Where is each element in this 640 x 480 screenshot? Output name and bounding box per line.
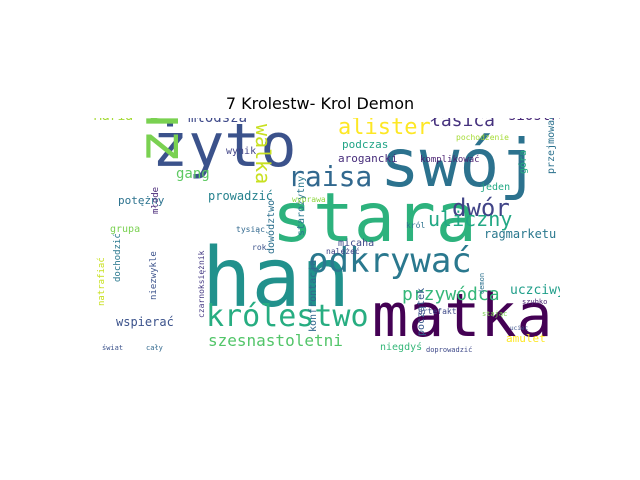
word-11: dwór	[452, 194, 510, 222]
word-4: matka	[372, 281, 553, 351]
word-42: pochodzenie	[456, 133, 509, 142]
word-60: stając	[482, 310, 507, 318]
word-35: dowództwo	[265, 200, 277, 254]
word-63: uciec	[510, 325, 528, 332]
word-41: komplikować	[420, 154, 480, 165]
word-55: należeć	[326, 246, 360, 256]
word-17: szesnastoletni	[208, 331, 343, 350]
word-18: gang	[176, 166, 210, 182]
word-31: konfrontacja	[308, 260, 319, 332]
word-1: swój	[380, 125, 539, 202]
word-53: cały	[146, 344, 163, 352]
word-23: uczciwy	[510, 283, 560, 298]
word-50: artefakt	[418, 307, 457, 316]
word-28: wspierać	[116, 315, 174, 329]
word-15: siostra	[508, 118, 560, 124]
word-22: ragmarketu	[484, 227, 556, 241]
word-20: Maria	[94, 118, 133, 124]
word-29: grupa	[110, 224, 140, 235]
word-34: niegdyś	[380, 341, 422, 353]
word-38: jeden	[480, 182, 510, 193]
word-61: doprowadzić	[426, 346, 472, 354]
word-46: dochodzić	[112, 233, 123, 282]
word-47: natrafiać	[96, 257, 107, 306]
word-56: rok	[252, 243, 267, 252]
word-25: arogancki	[338, 152, 398, 165]
word-8: królestwo	[206, 299, 369, 334]
word-54: król	[406, 220, 425, 230]
word-cloud-canvas: żytoswójstarahanmatkabayaraznaćodkrywaćk…	[94, 118, 560, 354]
word-52: świat	[102, 344, 123, 352]
word-26: podczas	[342, 138, 388, 151]
word-39: przejmować	[545, 118, 557, 174]
word-6: znać	[124, 118, 192, 164]
word-40: góra	[517, 150, 529, 174]
word-cloud: żytoswójstarahanmatkabayaraznaćodkrywaćk…	[80, 118, 560, 358]
word-45: niezwykle	[149, 251, 159, 300]
word-2: stara	[272, 179, 477, 258]
word-16: przywódca	[402, 284, 500, 305]
word-7: odkrywać	[308, 241, 472, 281]
word-48: młode	[151, 187, 161, 214]
word-36: starożytny	[296, 176, 307, 236]
chart-title: 7 Krolestw- Krol Demon	[225, 94, 415, 113]
word-33: amulet	[506, 332, 546, 345]
word-14: łasica	[430, 118, 495, 131]
word-13: uliczny	[428, 207, 512, 231]
word-19: młodsza	[188, 118, 247, 126]
word-59: demon	[478, 273, 486, 294]
word-49: wyprawa	[292, 195, 326, 204]
word-51: czarnoksiężnik	[197, 250, 206, 318]
word-12: alister	[338, 118, 431, 140]
word-44: tysiąc	[236, 225, 265, 234]
word-0: żyto	[152, 118, 297, 181]
word-30: wynik	[226, 146, 256, 157]
word-37: micaha	[338, 238, 374, 249]
word-57: szybko	[522, 298, 547, 306]
word-21: prowadzić	[208, 189, 273, 203]
word-32: początek	[416, 288, 427, 336]
word-9: walka	[251, 124, 275, 184]
word-27: potężny	[118, 194, 165, 207]
word-3: han	[202, 231, 350, 326]
word-10: raisa	[288, 160, 372, 193]
